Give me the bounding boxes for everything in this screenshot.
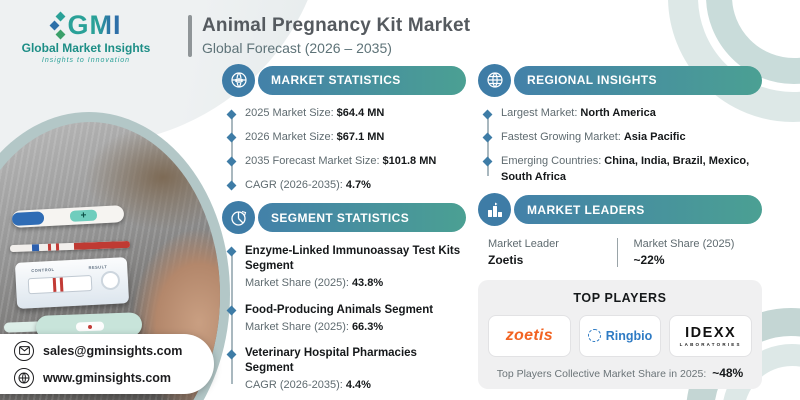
contact-panel: sales@gminsights.com www.gminsights.com bbox=[0, 334, 214, 394]
section-title: MARKET LEADERS bbox=[514, 195, 762, 225]
market-share-block: Market Share (2025) ~22% bbox=[616, 237, 763, 267]
diamond-bullet bbox=[226, 180, 237, 191]
section-title: SEGMENT STATISTICS bbox=[258, 203, 466, 233]
stat-item: 2026 Market Size: $67.1 MN bbox=[226, 130, 466, 146]
page-header: Animal Pregnancy Kit Market Global Forec… bbox=[188, 15, 470, 57]
segment-statistics-header: SEGMENT STATISTICS bbox=[222, 201, 466, 235]
stat-item: 2025 Market Size: $64.4 MN bbox=[226, 106, 466, 122]
cassette-window bbox=[27, 274, 93, 295]
segment-item: Enzyme-Linked Immunoassay Test Kits Segm… bbox=[226, 244, 466, 292]
idexx-logo: IDEXX LABORATORIES bbox=[669, 314, 753, 357]
cassette-sample-well bbox=[100, 270, 121, 291]
ringbio-logo: Ringbio bbox=[578, 314, 662, 357]
diamond-bullet bbox=[226, 246, 237, 257]
market-leaders-row: Market Leader Zoetis Market Share (2025)… bbox=[488, 237, 763, 267]
regional-insights-header: REGIONAL INSIGHTS bbox=[478, 63, 762, 97]
page-subtitle: Global Forecast (2026 – 2035) bbox=[202, 40, 392, 56]
envelope-icon bbox=[14, 340, 34, 361]
brand-tagline: Insights to Innovation bbox=[41, 57, 131, 64]
test-stick-cap bbox=[11, 211, 45, 226]
market-leader-block: Market Leader Zoetis bbox=[488, 237, 559, 267]
market-statistics-header: MARKET STATISTICS bbox=[222, 63, 466, 97]
section-title: MARKET STATISTICS bbox=[258, 65, 466, 95]
diamond-bullet bbox=[226, 156, 237, 167]
pie-chart-icon bbox=[222, 201, 255, 235]
brand-name: Global Market Insights bbox=[21, 41, 151, 55]
bullet-connector-line bbox=[487, 116, 489, 176]
right-column: REGIONAL INSIGHTS Largest Market: North A… bbox=[478, 63, 763, 389]
globe-chart-icon bbox=[222, 63, 255, 97]
region-item: Fastest Growing Market: Asia Pacific bbox=[482, 130, 762, 146]
gmi-logo-text: GMI bbox=[67, 10, 122, 40]
email-link[interactable]: sales@gminsights.com bbox=[14, 340, 214, 361]
market-statistics-list: 2025 Market Size: $64.4 MN 2026 Market Si… bbox=[226, 106, 466, 194]
top-players-logos: zoetis Ringbio IDEXX LABORATORIES bbox=[488, 314, 753, 357]
strip-red-line bbox=[55, 243, 59, 251]
stat-item: CAGR (2026-2035): 4.7% bbox=[226, 178, 466, 194]
test-result-window: + bbox=[69, 209, 98, 222]
zoetis-logo: zoetis bbox=[488, 314, 571, 357]
section-title: REGIONAL INSIGHTS bbox=[514, 65, 762, 95]
page-title: Animal Pregnancy Kit Market bbox=[202, 15, 471, 36]
test-cassette: CONTROL RESULT bbox=[14, 257, 130, 309]
cassette-result-label: RESULT bbox=[88, 264, 108, 271]
gmi-logo: GMI Global Market Insights Insights to I… bbox=[16, 10, 156, 64]
top-players-title: TOP PLAYERS bbox=[573, 290, 667, 305]
globe-icon bbox=[478, 63, 511, 97]
web-globe-icon bbox=[14, 367, 34, 388]
region-item: Emerging Countries: China, India, Brazil,… bbox=[482, 154, 762, 186]
top-players-card: TOP PLAYERS zoetis Ringbio IDEXX LABORAT… bbox=[478, 279, 762, 389]
diamond-bullet bbox=[482, 109, 493, 119]
diamond-bullet bbox=[482, 156, 493, 167]
ringbio-dotted-circle-icon bbox=[587, 329, 601, 343]
region-item: Largest Market: North America bbox=[482, 106, 762, 122]
segment-item: Veterinary Hospital Pharmacies Segment C… bbox=[226, 346, 466, 394]
strip-red-line bbox=[48, 243, 52, 251]
diamond-bullet bbox=[226, 109, 237, 119]
gmi-diamonds-icon bbox=[49, 11, 65, 40]
teal-device-window bbox=[75, 321, 105, 332]
segment-statistics-list: Enzyme-Linked Immunoassay Test Kits Segm… bbox=[226, 244, 466, 395]
bullet-connector-line bbox=[231, 253, 233, 385]
segment-item: Food-Producing Animals Segment Market Sh… bbox=[226, 303, 466, 336]
stat-item: 2035 Forecast Market Size: $101.8 MN bbox=[226, 154, 466, 170]
collective-share-note: Top Players Collective Market Share in 2… bbox=[496, 365, 744, 380]
bullet-connector-line bbox=[231, 116, 233, 184]
cassette-control-label: CONTROL bbox=[31, 266, 55, 274]
strip-blue-mark bbox=[31, 244, 39, 252]
title-divider-bar bbox=[188, 15, 192, 57]
regional-insights-list: Largest Market: North America Fastest Gro… bbox=[482, 106, 762, 186]
podium-icon bbox=[478, 193, 511, 227]
website-link[interactable]: www.gminsights.com bbox=[14, 367, 214, 388]
diamond-bullet bbox=[482, 132, 493, 143]
market-leaders-header: MARKET LEADERS bbox=[478, 193, 762, 227]
diamond-bullet bbox=[226, 349, 237, 360]
diamond-bullet bbox=[226, 305, 237, 316]
diamond-bullet bbox=[226, 132, 237, 143]
left-column: MARKET STATISTICS 2025 Market Size: $64.4… bbox=[222, 63, 466, 400]
